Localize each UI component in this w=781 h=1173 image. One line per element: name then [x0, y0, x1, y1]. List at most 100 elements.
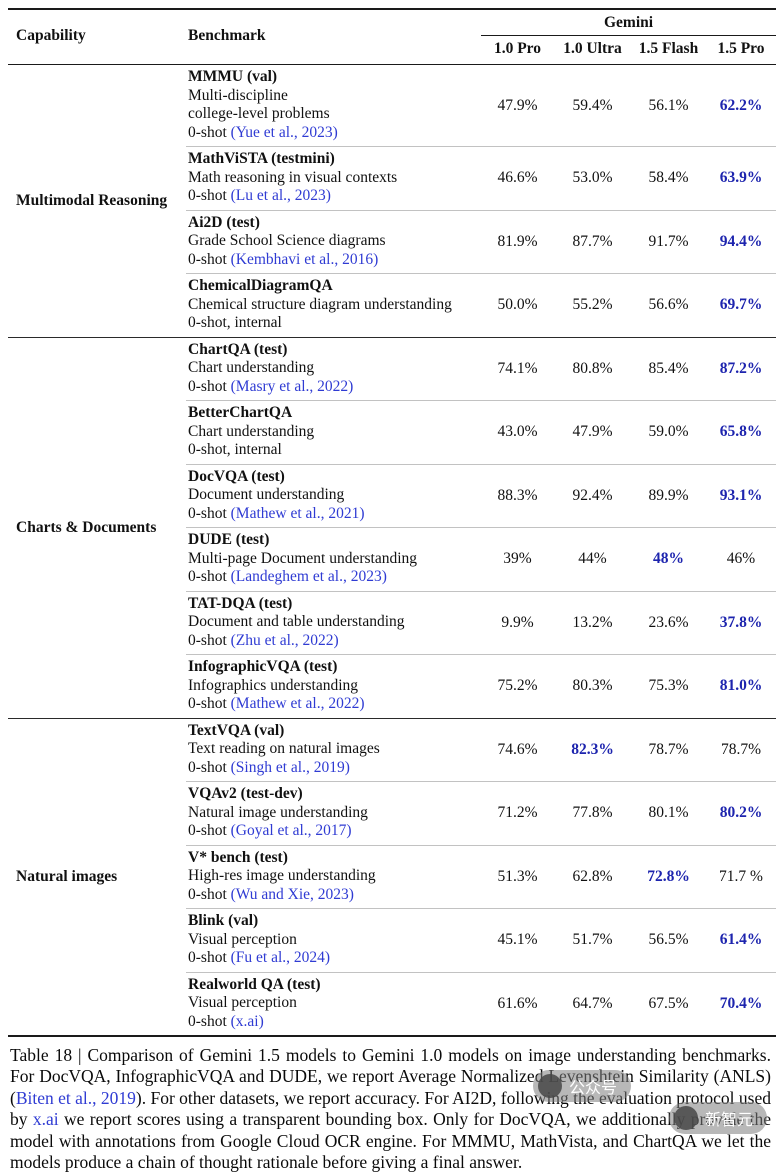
- benchmark-description: college-level problems: [188, 105, 330, 122]
- benchmark-shot: 0-shot (Mathew et al., 2021): [188, 504, 365, 522]
- benchmark-table: Capability Benchmark Gemini 1.0 Pro 1.0 Ultr…: [8, 8, 777, 1037]
- benchmark-description: Multi-discipline: [188, 86, 288, 104]
- value-cell: 82.3%: [554, 717, 631, 782]
- benchmark-description: Chemical structure diagram understanding: [188, 295, 452, 313]
- value-cell: 67.5%: [631, 971, 706, 1036]
- benchmark-description: Chart understanding: [188, 359, 315, 376]
- watermark-logo-icon: [673, 1106, 698, 1130]
- value-cell: 78.7%: [706, 717, 777, 782]
- value-cell: 59.0%: [631, 400, 706, 464]
- benchmark-name: MathViSTA (testmini): [188, 150, 335, 167]
- value-cell: 45.1%: [481, 908, 554, 972]
- benchmark-description: Document and table understanding: [188, 613, 405, 630]
- benchmark-name: MMMU (val): [188, 68, 278, 85]
- value-cell: 87.7%: [554, 209, 631, 274]
- benchmark-description: Visual perception: [188, 994, 297, 1011]
- benchmark-column-header: Benchmark: [186, 9, 481, 65]
- citation-link[interactable]: (Singh et al., 2019): [230, 758, 350, 776]
- benchmark-shot: 0-shot (Lu et al., 2023): [188, 187, 331, 204]
- benchmark-cell: ChartQA (test) Chart understanding 0-shot …: [186, 336, 481, 401]
- benchmark-cell: DocVQA (test) Document understanding 0-sho…: [186, 463, 481, 528]
- value-cell: 71.7 %: [706, 844, 777, 909]
- value-cell: 64.7%: [554, 971, 631, 1036]
- value-cell: 51.7%: [554, 908, 631, 972]
- benchmark-shot: 0-shot (Goyal et al., 2017): [188, 822, 352, 839]
- value-cell: 56.1%: [631, 64, 706, 147]
- value-cell: 74.6%: [481, 717, 554, 782]
- value-cell: 23.6%: [631, 590, 706, 655]
- caption-link[interactable]: x.ai: [32, 1109, 59, 1130]
- benchmark-shot: 0-shot (Zhu et al., 2022): [188, 631, 339, 649]
- citation-link[interactable]: (Mathew et al., 2022): [230, 695, 365, 712]
- benchmark-cell: ChemicalDiagramQA Chemical structure diag…: [186, 273, 481, 337]
- value-cell: 75.3%: [631, 654, 706, 718]
- value-cell: 63.9%: [706, 146, 777, 210]
- citation-link[interactable]: (x.ai): [230, 1012, 264, 1030]
- value-cell: 46%: [706, 527, 777, 591]
- value-cell: 81.0%: [706, 654, 777, 718]
- citation-link[interactable]: (Zhu et al., 2022): [230, 631, 339, 649]
- model-column-header: 1.5 Pro: [706, 35, 777, 65]
- citation-link[interactable]: (Yue et al., 2023): [230, 123, 338, 141]
- value-cell: 91.7%: [631, 209, 706, 274]
- value-cell: 94.4%: [706, 209, 777, 274]
- model-column-header: 1.5 Flash: [631, 35, 706, 65]
- benchmark-shot: 0-shot (Wu and Xie, 2023): [188, 885, 354, 903]
- benchmark-name: TAT-DQA (test): [188, 594, 293, 612]
- benchmark-description: Infographics understanding: [188, 676, 359, 694]
- citation-link[interactable]: (Goyal et al., 2017): [230, 822, 352, 839]
- model-column-header: 1.0 Pro: [481, 35, 554, 65]
- table-row: DUDE (test) Multi-page Document understan…: [8, 527, 777, 591]
- caption-link[interactable]: Biten et al., 2019: [15, 1087, 136, 1108]
- benchmark-description: Grade School Science diagrams: [188, 232, 386, 249]
- table-row: Ai2D (test) Grade School Science diagrams…: [8, 209, 777, 274]
- value-cell: 61.6%: [481, 971, 554, 1036]
- benchmark-name: DocVQA (test): [188, 467, 285, 485]
- benchmark-cell: DUDE (test) Multi-page Document understan…: [186, 527, 481, 591]
- citation-link[interactable]: (Mathew et al., 2021): [230, 504, 365, 522]
- value-cell: 53.0%: [554, 146, 631, 210]
- value-cell: 71.2%: [481, 781, 554, 845]
- capability-cell: Multimodal Reasoning: [8, 64, 186, 337]
- benchmark-cell: TAT-DQA (test) Document and table underst…: [186, 590, 481, 655]
- benchmark-shot: 0-shot (x.ai): [188, 1012, 264, 1030]
- benchmark-shot: 0-shot, internal: [188, 441, 282, 458]
- value-cell: 78.7%: [631, 717, 706, 782]
- benchmark-shot: 0-shot (Landeghem et al., 2023): [188, 568, 387, 585]
- benchmark-description: Text reading on natural images: [188, 740, 380, 757]
- benchmark-name: V* bench (test): [188, 848, 288, 866]
- benchmark-name: VQAv2 (test-dev): [188, 785, 303, 802]
- table-row: Realworld QA (test) Visual perception 0-sh…: [8, 971, 777, 1036]
- value-cell: 50.0%: [481, 273, 554, 337]
- value-cell: 61.4%: [706, 908, 777, 972]
- value-cell: 69.7%: [706, 273, 777, 337]
- table-row: BetterChartQA Chart understanding 0-shot, …: [8, 400, 777, 464]
- value-cell: 62.2%: [706, 64, 777, 147]
- benchmark-name: InfographicVQA (test): [188, 658, 338, 675]
- citation-link[interactable]: (Lu et al., 2023): [230, 187, 331, 204]
- value-cell: 80.3%: [554, 654, 631, 718]
- value-cell: 77.8%: [554, 781, 631, 845]
- value-cell: 47.9%: [554, 400, 631, 464]
- benchmark-description: Multi-page Document understanding: [188, 549, 418, 567]
- table-row: V* bench (test) High-res image understand…: [8, 844, 777, 909]
- benchmark-description: High-res image understanding: [188, 867, 376, 884]
- benchmark-shot: 0-shot, internal: [188, 314, 282, 331]
- citation-link[interactable]: (Wu and Xie, 2023): [230, 885, 354, 903]
- citation-link[interactable]: (Masry et al., 2022): [230, 377, 354, 395]
- benchmark-description: Math reasoning in visual contexts: [188, 168, 398, 186]
- table-caption: Table 18 | Comparison of Gemini 1.5 mode…: [10, 1045, 771, 1173]
- value-cell: 51.3%: [481, 844, 554, 909]
- table-row: DocVQA (test) Document understanding 0-sho…: [8, 463, 777, 528]
- citation-link[interactable]: (Kembhavi et al., 2016): [230, 250, 379, 268]
- value-cell: 70.4%: [706, 971, 777, 1036]
- citation-link[interactable]: (Landeghem et al., 2023): [230, 568, 387, 585]
- benchmark-description: Visual perception: [188, 930, 297, 948]
- citation-link[interactable]: (Fu et al., 2024): [230, 949, 331, 966]
- header-row: Capability Benchmark Gemini: [8, 9, 777, 65]
- benchmark-cell: Ai2D (test) Grade School Science diagrams…: [186, 209, 481, 274]
- benchmark-name: TextVQA (val): [188, 721, 285, 739]
- watermark-logo-icon: [537, 1074, 562, 1098]
- value-cell: 81.9%: [481, 209, 554, 274]
